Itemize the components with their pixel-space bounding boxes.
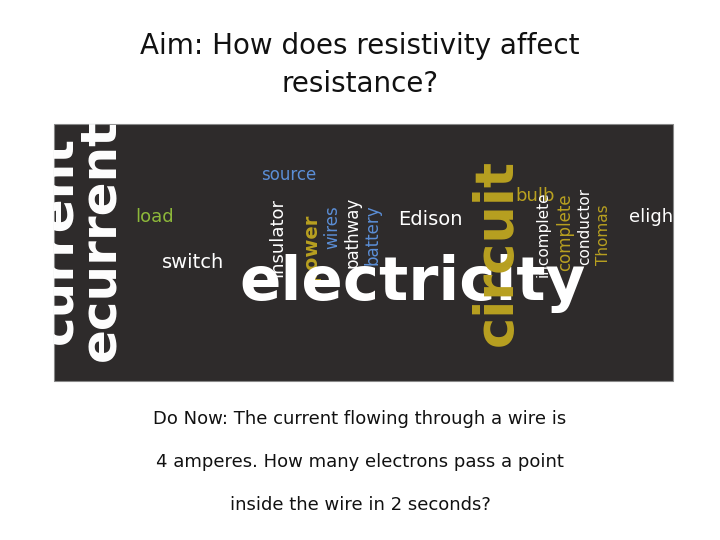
Text: battery: battery — [364, 204, 382, 265]
Text: circuit: circuit — [471, 159, 523, 346]
Text: ecurrent: ecurrent — [76, 119, 125, 361]
Text: current: current — [33, 136, 81, 343]
Text: complete: complete — [556, 193, 574, 271]
Text: bulb: bulb — [516, 187, 555, 205]
Text: electricity: electricity — [240, 254, 586, 313]
Text: insulator: insulator — [268, 198, 286, 276]
Text: incomplete: incomplete — [536, 192, 551, 278]
Text: inside the wire in 2 seconds?: inside the wire in 2 seconds? — [230, 496, 490, 514]
Text: source: source — [261, 166, 317, 185]
Text: Edison: Edison — [397, 210, 462, 228]
Text: Thomas: Thomas — [596, 204, 611, 265]
FancyBboxPatch shape — [54, 124, 673, 381]
Text: wires: wires — [324, 205, 341, 249]
Text: conductor: conductor — [577, 188, 592, 265]
Text: power: power — [302, 213, 320, 281]
Text: Do Now: The current flowing through a wire is: Do Now: The current flowing through a wi… — [153, 409, 567, 428]
Text: resistance?: resistance? — [282, 70, 438, 98]
Text: switch: switch — [162, 253, 225, 272]
Text: load: load — [136, 207, 174, 226]
Text: elight: elight — [629, 207, 680, 226]
Text: pathway: pathway — [343, 197, 361, 267]
Text: 4 amperes. How many electrons pass a point: 4 amperes. How many electrons pass a poi… — [156, 453, 564, 471]
Text: Aim: How does resistivity affect: Aim: How does resistivity affect — [140, 32, 580, 60]
